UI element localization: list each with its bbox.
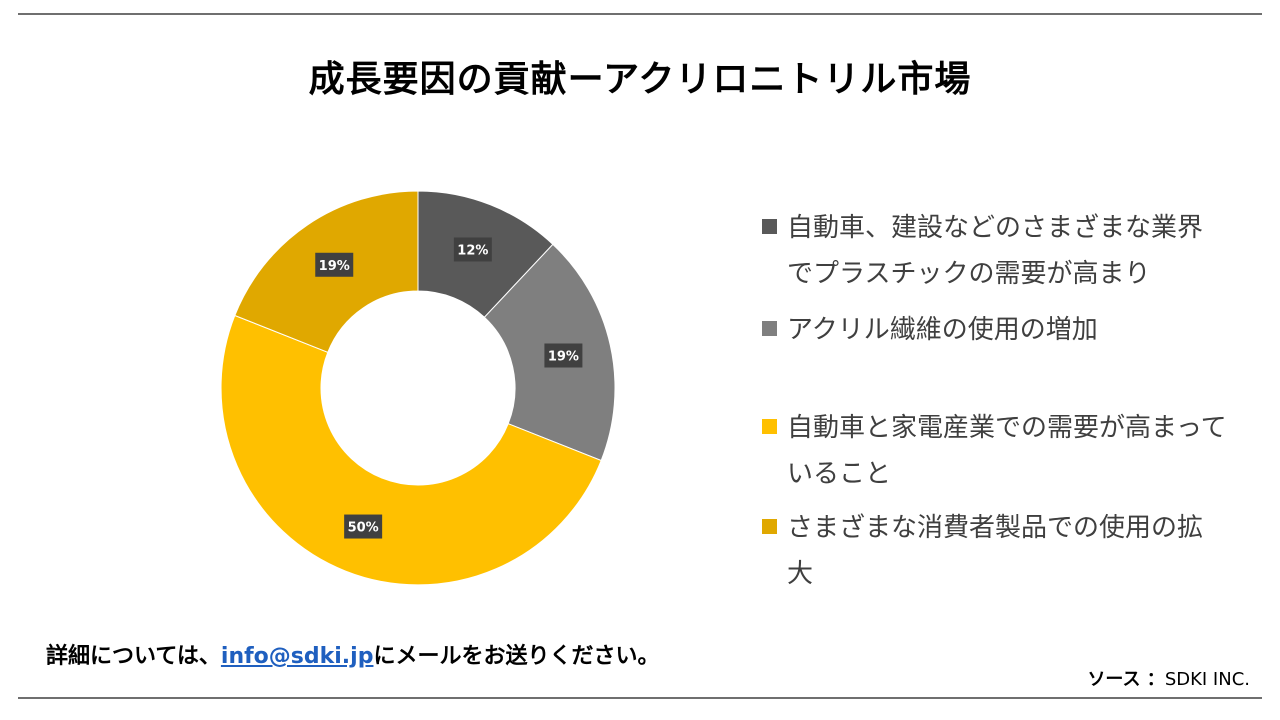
legend-swatch [762,321,777,336]
legend-item-consumer-products: さまざまな消費者製品での使用の拡大 [762,505,1227,597]
legend-label: 自動車、建設などのさまざまな業界でプラスチックの需要が高まり [787,213,1204,289]
contact-prefix: 詳細については、 [46,644,221,669]
chart-title: 成長要因の貢献ーアクリロニトリル市場 [308,59,972,100]
data-label-0: 12% [453,237,492,262]
legend-item-acrylic-fiber: アクリル繊維の使用の増加 [762,307,1227,353]
data-label-1: 19% [544,343,583,368]
legend-swatch [762,419,777,434]
source-credit: ソース ：SDKI INC. [1087,665,1250,691]
legend-swatch [762,219,777,234]
data-label-box [544,343,583,368]
data-label-box [315,252,354,277]
data-label-box [344,514,383,539]
data-label-2: 50% [344,514,383,539]
legend-label: さまざまな消費者製品での使用の拡大 [787,513,1204,589]
contact-note: 詳細については、info@sdki.jpにメールをお送りください。 [46,638,659,670]
legend-label: アクリル繊維の使用の増加 [787,315,1098,345]
data-label-text: 19% [548,349,579,364]
donut-chart: 12% 19% 50% 19% [220,190,616,586]
data-label-text: 50% [348,521,379,536]
data-label-3: 19% [315,252,354,277]
source-label: ソース ： [1087,669,1165,690]
donut-slice-2 [220,314,602,586]
data-label-box [453,237,492,262]
email-link[interactable]: info@sdki.jp [220,644,374,669]
legend-item-auto-appliance: 自動車と家電産業での需要が高まっていること [762,405,1227,497]
legend-item-plastic-demand: 自動車、建設などのさまざまな業界でプラスチックの需要が高まり [762,205,1227,297]
data-label-text: 19% [319,259,350,274]
data-label-text: 12% [457,243,488,258]
top-divider [18,13,1262,15]
legend-swatch [762,519,777,534]
bottom-divider [18,697,1262,699]
legend-label: 自動車と家電産業での需要が高まっていること [787,413,1227,489]
contact-suffix: にメールをお送りください。 [373,644,660,669]
source-value: SDKI INC. [1164,669,1250,690]
